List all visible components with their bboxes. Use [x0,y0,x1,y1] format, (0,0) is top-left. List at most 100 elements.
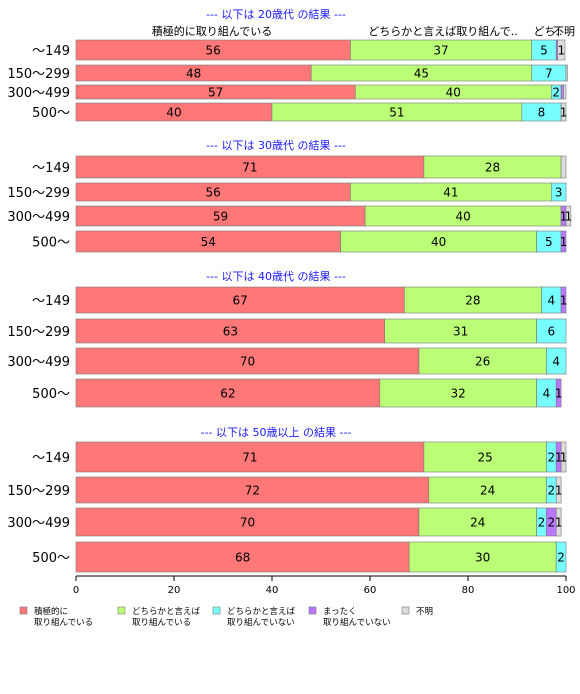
category-label: ～149 [32,294,70,309]
data-label: 2 [538,516,546,530]
data-label: 54 [201,235,216,249]
bar-segment [384,318,537,344]
legend-item: 積極的に取り組んでいる [19,606,93,628]
data-label: 56 [206,44,221,58]
data-label: 70 [240,516,255,530]
category-label: 300～499 [7,86,70,101]
legend-label: 不明 [416,607,433,617]
data-label: 71 [242,161,257,175]
data-label: 24 [470,516,485,530]
bar-segment [560,84,564,100]
category-label: ～149 [32,161,70,176]
bar-segment [546,347,567,375]
category-label: 300～499 [7,210,70,225]
category-label: 150～299 [7,67,70,82]
bar-segment [75,541,410,573]
data-label: 40 [166,106,181,120]
bar-segment [555,507,562,537]
data-label: 1 [560,235,568,249]
legend-label: どちらかと言えば [227,606,296,617]
data-label: 1 [555,451,563,465]
data-label: 6 [547,325,555,339]
x-tick-label: 40 [266,585,279,596]
group-title: --- 以下は 40歳代 の結果 --- [206,269,346,283]
data-label: 7 [545,67,553,81]
data-label: 1 [555,516,563,530]
bar-segment [536,318,567,344]
data-label: 40 [455,210,470,224]
x-tick-label: 0 [73,585,79,596]
bar-segment [403,286,542,314]
bar-segment [560,286,567,314]
data-label: 2 [547,451,555,465]
data-label: 1 [555,387,563,401]
data-label: 2 [557,551,565,565]
x-tick-label: 80 [462,585,475,596]
category-label: 500～ [32,236,70,251]
data-label: 4 [552,355,560,369]
bar-segment [418,507,537,537]
top-label: 不明 [553,25,575,38]
category-label: 300～499 [7,355,70,370]
data-label: 8 [538,106,546,120]
data-label: 1 [555,484,563,498]
data-label: 63 [223,325,238,339]
bar-segment [560,155,567,179]
data-label: 4 [547,294,555,308]
bar-segment [555,541,567,573]
category-label: ～149 [32,451,70,466]
category-label: 500～ [32,387,70,402]
data-label: 48 [186,67,201,81]
bar-segment [75,378,381,408]
legend-swatch [117,606,126,615]
legend-label: どちらかと言えば [132,606,201,617]
data-label: 37 [433,44,448,58]
data-label: 45 [414,67,429,81]
category-label: 150～299 [7,484,70,499]
data-label: 25 [478,451,493,465]
data-label: 2 [547,516,555,530]
bar-segment [423,441,547,473]
top-label: 積極的に取り組んでいる [152,24,272,38]
top-label: どち.. [534,25,563,38]
x-tick-label: 20 [168,585,181,596]
bar-segment [560,102,567,122]
group-title: --- 以下は 20歳代 の結果 --- [206,7,346,21]
data-label: 67 [233,294,248,308]
legend-label: 積極的に [34,606,68,617]
data-label: 30 [475,551,490,565]
bar-segment [418,347,547,375]
category-label: 150～299 [7,325,70,340]
legend-label: 取り組んでいない [323,617,391,628]
data-label: 3 [555,186,563,200]
legend-swatch [19,606,28,615]
data-label: 59 [213,210,228,224]
bar-segment [557,39,566,61]
bar-segment [75,476,430,504]
group-title: --- 以下は 30歳代 の結果 --- [206,138,346,152]
bar-segment [560,441,567,473]
legend-item: 不明 [401,606,433,617]
legend-label: 取り組んでいない [227,617,295,628]
category-label: 300～499 [7,516,70,531]
top-label: どちらかと言えば取り組んで.. [368,25,517,38]
bar-segment [563,84,567,100]
bar-segment [555,378,562,408]
category-label: ～149 [32,44,70,59]
bar-segment [428,476,547,504]
category-label: 500～ [32,106,70,121]
data-label: 56 [206,186,221,200]
data-label: 62 [220,387,235,401]
data-label: 5 [540,44,548,58]
data-label: 32 [451,387,466,401]
data-label: 40 [431,235,446,249]
data-label: 57 [208,86,223,100]
x-tick-label: 60 [364,585,377,596]
data-label: 24 [480,484,495,498]
data-label: 31 [453,325,468,339]
legend-label: 取り組んでいる [132,617,191,628]
data-label: 2 [552,86,560,100]
